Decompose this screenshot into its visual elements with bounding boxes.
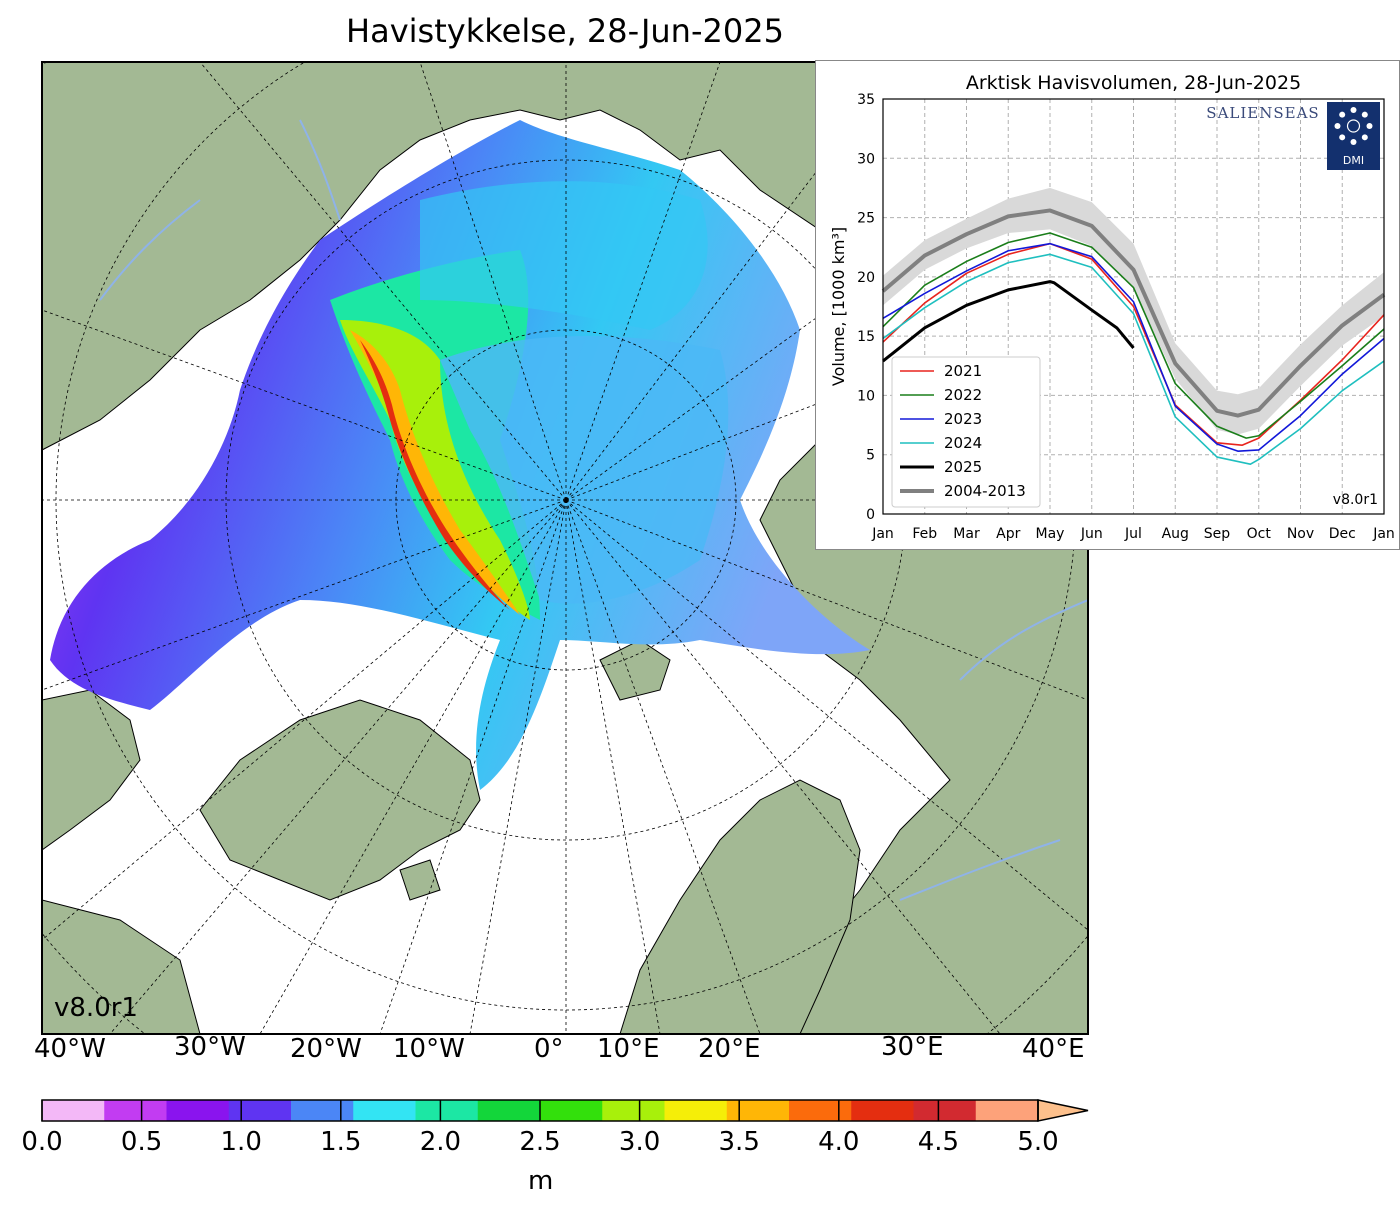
y-tick-label: 5 [866, 448, 875, 464]
lon-label: 40°W [34, 1034, 106, 1064]
legend-label: 2023 [944, 410, 982, 428]
series-line-2004-2013 [881, 208, 1386, 418]
colorbar-segment [664, 1100, 728, 1121]
colorbar-tick-label: 0.0 [21, 1127, 63, 1157]
colorbar-tick-label: 4.0 [818, 1127, 860, 1157]
lon-label: 20°W [290, 1034, 362, 1064]
series-line-2024 [882, 253, 1385, 466]
colorbar-tick-label: 3.0 [618, 1127, 661, 1157]
volume-line-chart: Arktisk Havisvolumen, 28-Jun-2025 0 5 10 15 2… [829, 72, 1395, 542]
colorbar-segment [789, 1100, 852, 1121]
y-axis-label: Volume, [1000 km³] [829, 227, 848, 386]
y-tick-label: 0 [866, 507, 875, 523]
chart-version-label: v8.0r1 [1333, 492, 1378, 508]
y-tick-label: 15 [857, 329, 875, 345]
colorbar-segment [228, 1100, 292, 1121]
chart-legend: 2021 2022 2023 2024 2025 2004-2013 [891, 356, 1041, 508]
colorbar-segment [726, 1100, 790, 1121]
chart-title: Arktisk Havisvolumen, 28-Jun-2025 [966, 72, 1301, 94]
x-tick-label: Feb [912, 526, 937, 542]
x-tick-label: Jun [1080, 526, 1103, 542]
map-version-label: v8.0r1 [54, 993, 138, 1023]
colorbar-extend-arrow [1037, 1099, 1089, 1122]
legend-label: 2025 [944, 458, 982, 476]
colorbar-segment [291, 1100, 354, 1121]
colorbar-segment [415, 1100, 479, 1121]
colorbar-unit-label: m [528, 1166, 554, 1196]
lon-label: 30°E [881, 1032, 944, 1062]
x-tick-label: Mar [953, 526, 980, 542]
x-tick-label: Dec [1329, 526, 1356, 542]
x-tick-label: Aug [1162, 526, 1189, 542]
lon-label: 20°E [698, 1034, 761, 1064]
colorbar-segment [104, 1100, 167, 1121]
colorbar-segment [42, 1100, 105, 1121]
legend-label: 2024 [944, 434, 982, 452]
colorbar [41, 1099, 1089, 1122]
x-tick-label: Sep [1204, 526, 1231, 542]
page-title: Havistykkelse, 28-Jun-2025 [346, 12, 784, 50]
colorbar-segment [477, 1100, 541, 1121]
salienseas-logo: SALIENSEAS [1206, 104, 1319, 122]
lon-label: 10°W [393, 1034, 465, 1064]
x-tick-label: Oct [1247, 526, 1272, 542]
y-tick-label: 10 [857, 388, 875, 404]
x-tick-label: Nov [1287, 526, 1314, 542]
x-tick-label: May [1036, 526, 1065, 542]
colorbar-segment [913, 1100, 977, 1121]
svg-text:DMI: DMI [1343, 154, 1364, 167]
colorbar-tick-label: 4.5 [917, 1127, 960, 1157]
lon-label: 10°E [597, 1034, 660, 1064]
colorbar-tick-label: 5.0 [1017, 1127, 1059, 1157]
dmi-logo: DMI [1327, 102, 1380, 170]
colorbar-segment [540, 1100, 603, 1121]
y-tick-label: 25 [857, 211, 875, 227]
x-tick-label: Jul [1124, 526, 1142, 542]
lon-label: 30°W [174, 1032, 246, 1062]
colorbar-tick-label: 2.0 [419, 1127, 462, 1157]
series-line-2023 [882, 242, 1385, 452]
x-tick-label: Apr [996, 526, 1020, 542]
y-tick-label: 20 [857, 270, 875, 286]
x-tick-label: Jan [871, 526, 894, 542]
lon-label: 0° [534, 1034, 564, 1064]
colorbar-tick-label: 1.5 [320, 1127, 362, 1157]
legend-label: 2021 [944, 362, 982, 380]
colorbar-tick-label: 1.0 [220, 1127, 262, 1157]
colorbar-segment [975, 1100, 1039, 1121]
colorbar-tick-label: 3.5 [718, 1127, 760, 1157]
volume-chart-inset: Arktisk Havisvolumen, 28-Jun-2025 0 5 10 15 2… [815, 60, 1400, 550]
colorbar-tick-label: 0.5 [120, 1127, 163, 1157]
sea-ice-field [50, 120, 870, 790]
series-line-2022 [882, 232, 1385, 439]
y-tick-label: 35 [857, 92, 875, 108]
lon-label: 40°E [1022, 1034, 1085, 1064]
legend-label: 2022 [944, 386, 982, 404]
colorbar-segment [602, 1100, 665, 1121]
colorbar-segment [353, 1100, 416, 1121]
colorbar-segment [166, 1100, 230, 1121]
x-tick-label: Jan [1372, 526, 1395, 542]
colorbar-tick-label: 2.5 [519, 1127, 561, 1157]
y-tick-label: 30 [857, 151, 875, 167]
legend-label: 2004-2013 [944, 482, 1026, 500]
series-line-2025 [882, 280, 1135, 363]
chart-frame [882, 98, 1385, 515]
colorbar-segment [851, 1100, 914, 1121]
